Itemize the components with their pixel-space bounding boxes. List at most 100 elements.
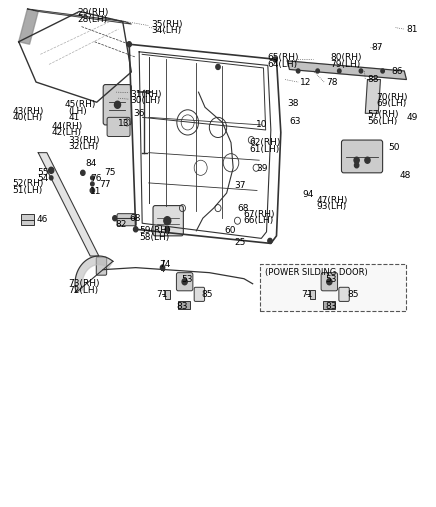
Text: 47(RH): 47(RH) bbox=[317, 196, 348, 204]
Text: 64(LH): 64(LH) bbox=[268, 60, 298, 69]
Text: 79(LH): 79(LH) bbox=[330, 60, 361, 69]
Bar bbox=[165, 290, 170, 299]
Polygon shape bbox=[287, 61, 406, 80]
FancyBboxPatch shape bbox=[117, 213, 136, 226]
Text: 94: 94 bbox=[303, 190, 314, 199]
Bar bbox=[21, 214, 34, 225]
Text: 75: 75 bbox=[105, 168, 116, 177]
Text: 77: 77 bbox=[99, 180, 110, 190]
Bar bbox=[178, 301, 190, 309]
Circle shape bbox=[337, 69, 341, 73]
Text: 68: 68 bbox=[238, 204, 249, 212]
Text: 61(LH): 61(LH) bbox=[249, 144, 279, 154]
Text: 66(LH): 66(LH) bbox=[243, 216, 273, 225]
Text: 93(LH): 93(LH) bbox=[317, 202, 347, 211]
Text: 85: 85 bbox=[347, 291, 358, 299]
Circle shape bbox=[316, 69, 320, 73]
Text: 71: 71 bbox=[301, 291, 313, 299]
Polygon shape bbox=[27, 9, 131, 24]
Circle shape bbox=[327, 279, 332, 285]
FancyBboxPatch shape bbox=[341, 140, 383, 173]
Circle shape bbox=[216, 64, 220, 69]
Text: 30(LH): 30(LH) bbox=[130, 96, 161, 105]
Text: 58(LH): 58(LH) bbox=[139, 233, 170, 242]
Text: 29(RH): 29(RH) bbox=[77, 8, 109, 17]
Text: 53: 53 bbox=[181, 275, 193, 284]
Text: 13: 13 bbox=[117, 119, 129, 128]
Text: 73(RH): 73(RH) bbox=[68, 279, 100, 288]
Circle shape bbox=[48, 167, 54, 173]
FancyBboxPatch shape bbox=[107, 117, 130, 136]
FancyBboxPatch shape bbox=[177, 273, 193, 291]
Text: 56(LH): 56(LH) bbox=[368, 117, 398, 126]
Circle shape bbox=[49, 176, 53, 180]
Text: 76: 76 bbox=[90, 174, 102, 184]
Text: 55: 55 bbox=[37, 168, 48, 177]
Text: 45(RH): 45(RH) bbox=[64, 100, 95, 109]
Text: 44(RH): 44(RH) bbox=[51, 122, 82, 131]
Circle shape bbox=[381, 69, 385, 73]
Circle shape bbox=[182, 279, 187, 285]
Circle shape bbox=[359, 69, 363, 73]
Text: 65(RH): 65(RH) bbox=[268, 53, 300, 62]
Circle shape bbox=[91, 182, 94, 186]
Text: 28(LH): 28(LH) bbox=[77, 15, 107, 23]
Text: 40(LH): 40(LH) bbox=[12, 114, 42, 122]
Text: 43(RH): 43(RH) bbox=[12, 107, 44, 116]
Text: 67(RH): 67(RH) bbox=[243, 210, 275, 219]
Polygon shape bbox=[75, 256, 113, 293]
Text: 25: 25 bbox=[235, 238, 246, 247]
Text: 50: 50 bbox=[388, 143, 399, 152]
Text: 12: 12 bbox=[300, 78, 312, 87]
Text: 38: 38 bbox=[287, 99, 299, 108]
Text: (POWER SILDING DOOR): (POWER SILDING DOOR) bbox=[266, 268, 368, 277]
Circle shape bbox=[164, 216, 171, 225]
Circle shape bbox=[133, 227, 138, 232]
Text: 87: 87 bbox=[372, 43, 383, 52]
Text: 39: 39 bbox=[256, 164, 268, 173]
FancyBboxPatch shape bbox=[194, 287, 204, 301]
Text: 52(RH): 52(RH) bbox=[12, 179, 44, 189]
Text: 35(RH): 35(RH) bbox=[151, 20, 182, 28]
Text: 85: 85 bbox=[201, 291, 213, 299]
Circle shape bbox=[165, 227, 170, 232]
Text: 86: 86 bbox=[391, 67, 403, 77]
Text: 62(RH): 62(RH) bbox=[249, 138, 281, 147]
Text: 82: 82 bbox=[115, 220, 126, 229]
Text: 53: 53 bbox=[326, 275, 337, 284]
Text: 88: 88 bbox=[368, 75, 379, 84]
Text: 81: 81 bbox=[406, 25, 418, 33]
Text: 63: 63 bbox=[290, 117, 301, 126]
Text: 84: 84 bbox=[86, 159, 97, 168]
Text: 54: 54 bbox=[37, 174, 48, 184]
Circle shape bbox=[296, 69, 300, 73]
Text: 60: 60 bbox=[225, 226, 236, 235]
Text: 36: 36 bbox=[133, 109, 145, 118]
Text: 51(LH): 51(LH) bbox=[12, 186, 42, 195]
Text: 48: 48 bbox=[399, 171, 410, 180]
FancyBboxPatch shape bbox=[260, 264, 405, 311]
Text: 59(RH): 59(RH) bbox=[139, 226, 170, 235]
Text: 34(LH): 34(LH) bbox=[151, 26, 181, 35]
FancyBboxPatch shape bbox=[96, 257, 107, 275]
Text: 69(LH): 69(LH) bbox=[376, 99, 406, 108]
Circle shape bbox=[81, 170, 85, 175]
Circle shape bbox=[354, 157, 359, 163]
Text: 37: 37 bbox=[235, 181, 246, 190]
Text: 72(LH): 72(LH) bbox=[68, 286, 99, 295]
Circle shape bbox=[365, 157, 370, 163]
Text: 41: 41 bbox=[68, 114, 80, 122]
Circle shape bbox=[90, 188, 95, 193]
Bar bbox=[310, 290, 315, 299]
Text: 80(RH): 80(RH) bbox=[330, 53, 362, 62]
FancyBboxPatch shape bbox=[103, 85, 131, 125]
Text: 70(RH): 70(RH) bbox=[376, 93, 408, 102]
Text: 74: 74 bbox=[160, 260, 171, 269]
Text: 42(LH): 42(LH) bbox=[51, 128, 81, 137]
Circle shape bbox=[268, 238, 272, 243]
Text: 11: 11 bbox=[90, 187, 102, 196]
Text: 57(RH): 57(RH) bbox=[368, 111, 399, 119]
Polygon shape bbox=[365, 80, 381, 114]
Text: 31(RH): 31(RH) bbox=[130, 90, 162, 99]
Circle shape bbox=[273, 57, 277, 62]
